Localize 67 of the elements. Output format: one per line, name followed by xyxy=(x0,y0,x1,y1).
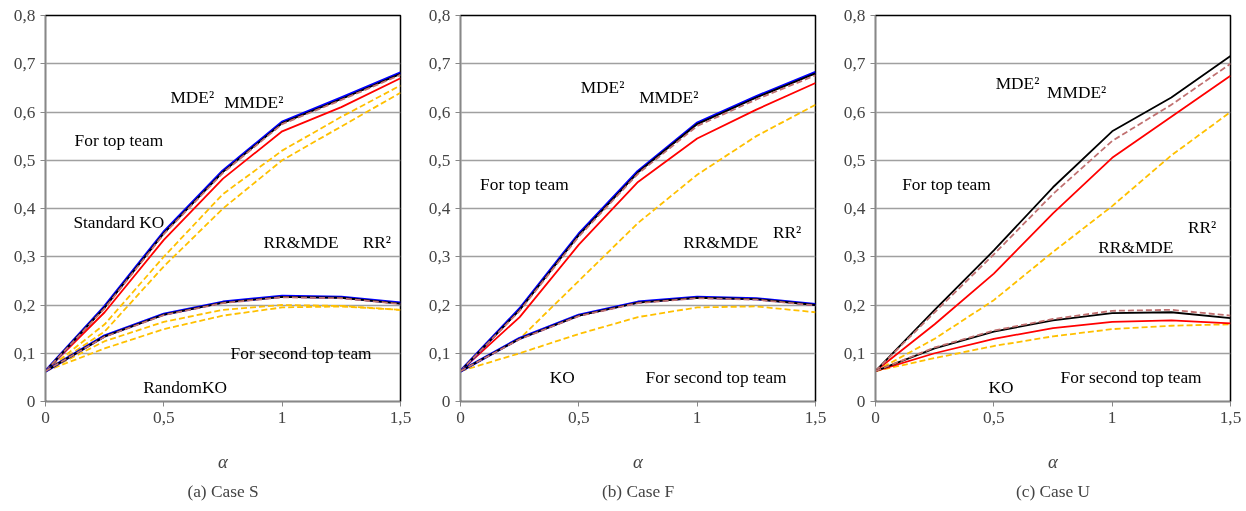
annotation: For second top team xyxy=(645,367,788,387)
y-tick-label: 0,3 xyxy=(428,247,451,267)
x-tick-label: 1 xyxy=(1107,407,1117,427)
x-axis-title: α xyxy=(1048,450,1060,472)
annotation: RandomKO xyxy=(143,377,228,397)
y-tick-label: 0,7 xyxy=(843,54,866,74)
y-tick-label: 0,6 xyxy=(13,102,36,122)
annotation: MDE² xyxy=(580,78,625,98)
annotation: MMDE² xyxy=(639,88,699,108)
y-tick-label: 0,4 xyxy=(13,199,36,218)
text: (c) Case U xyxy=(1015,481,1091,501)
y-tick-label: 0,4 xyxy=(843,199,866,218)
x-tick-label: 1,5 xyxy=(389,407,412,427)
annotation: RR&MDE xyxy=(683,232,759,252)
x-tick-label: 0,5 xyxy=(983,407,1005,427)
annotation: RR&MDE xyxy=(263,232,339,252)
y-tick-label: 0,4 xyxy=(428,199,451,218)
annotation: MMDE² xyxy=(224,92,284,112)
y-tick-label: 0,8 xyxy=(843,6,866,25)
annotation: Standard KO xyxy=(73,213,165,233)
annotation: RR² xyxy=(772,223,802,243)
annotation: RR&MDE xyxy=(1098,237,1174,257)
x-tick-label: 0 xyxy=(456,407,465,427)
y-tick-label: 0 xyxy=(26,392,36,411)
x-tick-label: 0 xyxy=(41,407,50,427)
x-tick-label: 0,5 xyxy=(568,407,590,427)
y-tick-label: 0,2 xyxy=(843,295,866,315)
y-tick-label: 0,6 xyxy=(428,102,451,122)
annotation: For top team xyxy=(902,174,992,194)
x-tick-label: 1,5 xyxy=(1219,407,1242,427)
x-tick-label: 1 xyxy=(277,407,287,427)
y-tick-label: 0,7 xyxy=(428,54,451,74)
y-tick-label: 0,1 xyxy=(428,343,451,363)
x-tick-label: 1 xyxy=(692,407,702,427)
y-tick-label: 0,8 xyxy=(428,6,451,25)
y-tick-label: 0,2 xyxy=(428,295,451,315)
y-tick-label: 0,1 xyxy=(13,343,36,363)
y-tick-label: 0 xyxy=(856,392,866,411)
annotation: KO xyxy=(988,377,1014,397)
y-tick-label: 0,3 xyxy=(13,247,36,267)
annotation: MDE² xyxy=(170,88,215,108)
text: (a) Case S xyxy=(187,481,259,501)
y-tick-label: 0 xyxy=(441,392,451,411)
x-tick-label: 1,5 xyxy=(804,407,827,427)
y-tick-label: 0,5 xyxy=(13,150,36,170)
annotation: MMDE² xyxy=(1047,83,1107,103)
y-tick-label: 0,6 xyxy=(843,102,866,122)
y-tick-label: 0,3 xyxy=(843,247,866,267)
x-tick-label: 0,5 xyxy=(153,407,175,427)
annotation: RR² xyxy=(362,232,391,252)
annotation: For second top team xyxy=(1060,367,1203,387)
y-tick-label: 0,2 xyxy=(13,295,36,315)
y-tick-label: 0,5 xyxy=(843,150,866,170)
y-tick-label: 0,5 xyxy=(428,150,451,170)
annotation: RR² xyxy=(1187,218,1217,238)
annotation: KO xyxy=(549,367,575,387)
y-tick-label: 0,8 xyxy=(13,6,36,25)
annotation: For second top team xyxy=(230,343,373,363)
x-tick-label: 0 xyxy=(871,407,880,427)
y-tick-label: 0,7 xyxy=(13,54,36,74)
annotation: For top team xyxy=(74,131,164,151)
x-axis-title: α xyxy=(633,450,645,472)
y-tick-label: 0,1 xyxy=(843,343,866,363)
annotation: For top team xyxy=(480,174,570,194)
text: (b) Case F xyxy=(601,481,675,501)
x-axis-title: α xyxy=(218,450,230,472)
annotation: MDE² xyxy=(995,73,1040,93)
